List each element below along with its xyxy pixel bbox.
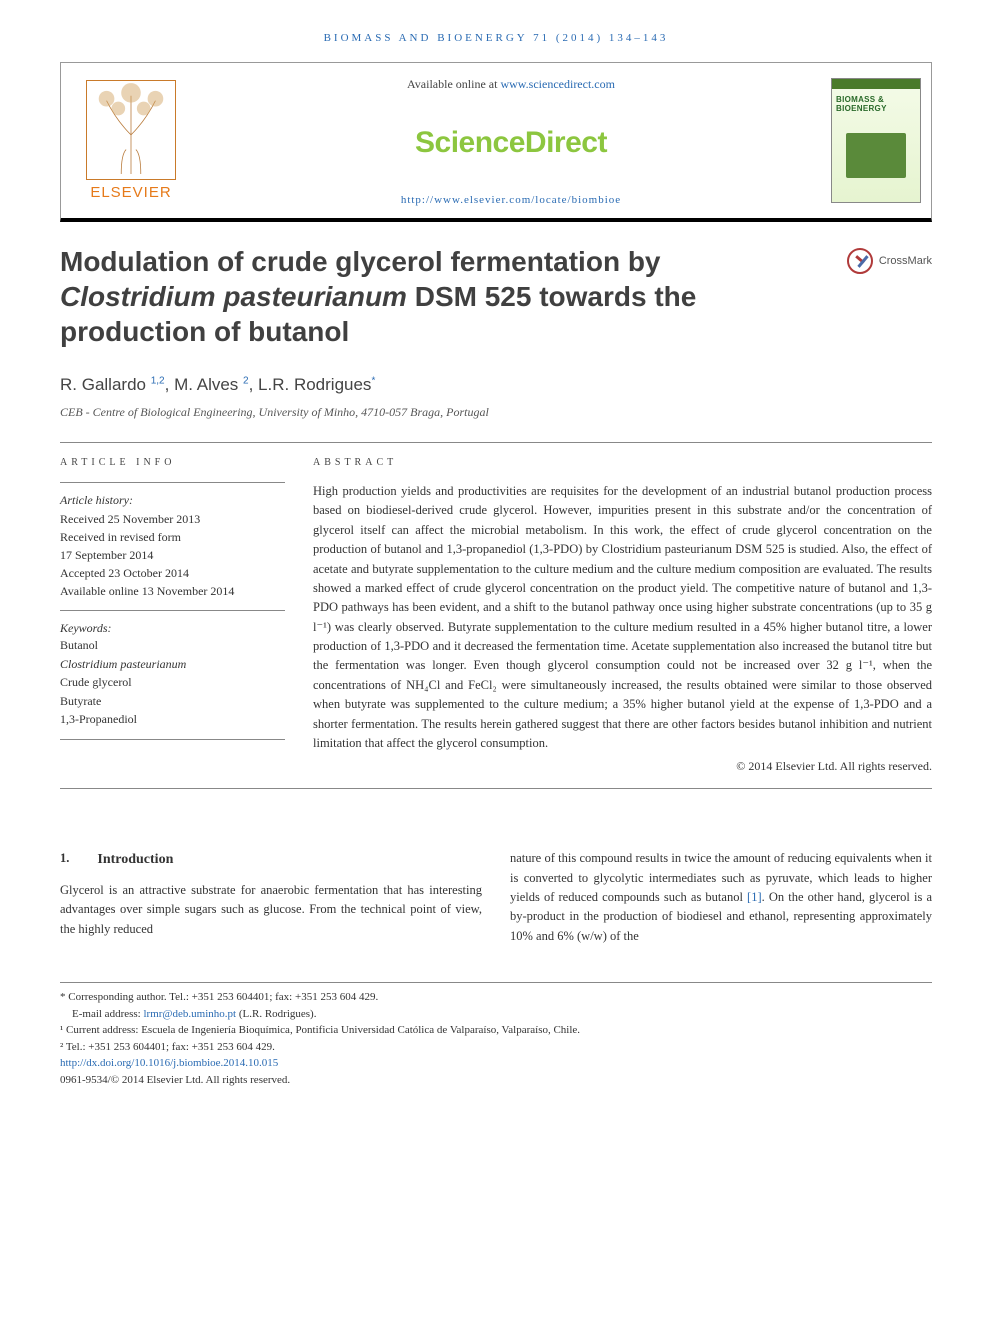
running-head-link[interactable]: BIOMASS AND BIOENERGY 71 (2014) 134–143 — [324, 32, 669, 44]
keywords-head: Keywords: — [60, 621, 285, 636]
section-heading: 1. Introduction — [60, 849, 482, 871]
running-head: BIOMASS AND BIOENERGY 71 (2014) 134–143 — [60, 32, 932, 44]
affiliation: CEB - Centre of Biological Engineering, … — [60, 405, 932, 420]
email-who: (L.R. Rodrigues). — [236, 1008, 316, 1020]
history-received: Received 25 November 2013 — [60, 510, 285, 528]
keyword-3: Butyrate — [60, 692, 285, 711]
divider-top — [60, 442, 932, 443]
keyword-0: Butanol — [60, 636, 285, 655]
available-online: Available online at www.sciencedirect.co… — [407, 77, 615, 92]
author-2: M. Alves — [174, 375, 243, 394]
elsevier-tree-icon — [86, 80, 176, 180]
crossmark-label: CrossMark — [879, 255, 932, 267]
history-revised-2: 17 September 2014 — [60, 546, 285, 564]
elsevier-logo[interactable]: ELSEVIER — [61, 63, 201, 218]
divider-bottom — [60, 788, 932, 789]
doi-link[interactable]: http://dx.doi.org/10.1016/j.biombioe.201… — [60, 1057, 278, 1069]
author-3: L.R. Rodrigues — [258, 375, 371, 394]
issn-line: 0961-9534/© 2014 Elsevier Ltd. All right… — [60, 1072, 932, 1089]
author-1-affil[interactable]: 1,2 — [151, 375, 165, 386]
page: BIOMASS AND BIOENERGY 71 (2014) 134–143 — [0, 0, 992, 1118]
history-head: Article history: — [60, 493, 285, 508]
elsevier-wordmark: ELSEVIER — [90, 184, 171, 201]
article-info-label: ARTICLE INFO — [60, 457, 285, 468]
footnotes: * Corresponding author. Tel.: +351 253 6… — [60, 982, 932, 1088]
crossmark-badge[interactable]: CrossMark — [847, 248, 932, 274]
intro-para-left: Glycerol is an attractive substrate for … — [60, 881, 482, 939]
info-divider-3 — [60, 739, 285, 740]
history-accepted: Accepted 23 October 2014 — [60, 564, 285, 582]
footnote-corresponding: * Corresponding author. Tel.: +351 253 6… — [60, 989, 932, 1006]
body-col-right: nature of this compound results in twice… — [510, 849, 932, 946]
info-divider-1 — [60, 482, 285, 483]
article-title: Modulation of crude glycerol fermentatio… — [60, 244, 760, 349]
footnote-corr-text: * Corresponding author. Tel.: +351 253 6… — [60, 991, 378, 1003]
sciencedirect-brand: ScienceDirect — [415, 126, 607, 160]
author-3-corr[interactable]: * — [371, 375, 375, 386]
cover-title: BIOMASS & BIOENERGY — [836, 95, 916, 113]
body-columns: 1. Introduction Glycerol is an attractiv… — [60, 849, 932, 946]
section-title: Introduction — [97, 849, 173, 871]
footnote-1: ¹ Current address: Escuela de Ingeniería… — [60, 1022, 932, 1039]
journal-homepage: http://www.elsevier.com/locate/biombioe — [401, 194, 621, 206]
intro-para-right: nature of this compound results in twice… — [510, 849, 932, 946]
ref-1-link[interactable]: [1] — [747, 890, 762, 904]
authors-line: R. Gallardo 1,2, M. Alves 2, L.R. Rodrig… — [60, 375, 932, 395]
keyword-4: 1,3-Propanediol — [60, 710, 285, 729]
author-sep-1: , — [165, 375, 174, 394]
available-text: Available online at — [407, 77, 500, 91]
abstract-label: ABSTRACT — [313, 457, 932, 468]
keyword-1: Clostridium pasteurianum — [60, 657, 186, 671]
abstract-text: High production yields and productivitie… — [313, 482, 932, 753]
title-block: CrossMark Modulation of crude glycerol f… — [60, 244, 932, 349]
sciencedirect-link[interactable]: www.sciencedirect.com — [500, 77, 615, 91]
article-info-column: ARTICLE INFO Article history: Received 2… — [60, 457, 285, 774]
history-revised-1: Received in revised form — [60, 528, 285, 546]
running-journal: BIOMASS AND BIOENERGY — [324, 32, 528, 44]
homepage-url[interactable]: http://www.elsevier.com/locate/biombioe — [401, 194, 621, 206]
journal-cover[interactable]: BIOMASS & BIOENERGY — [821, 63, 931, 218]
cover-thumbnail: BIOMASS & BIOENERGY — [831, 78, 921, 203]
copyright-line: © 2014 Elsevier Ltd. All rights reserved… — [313, 759, 932, 774]
abstract-column: ABSTRACT High production yields and prod… — [313, 457, 932, 774]
footnote-2: ² Tel.: +351 253 604401; fax: +351 253 6… — [60, 1039, 932, 1056]
title-p1: Modulation of crude glycerol fermentatio… — [60, 246, 661, 277]
author-sep-2: , — [249, 375, 258, 394]
footnote-email-line: E-mail address: lrmr@deb.uminho.pt (L.R.… — [60, 1006, 932, 1023]
history-online: Available online 13 November 2014 — [60, 582, 285, 600]
info-divider-2 — [60, 610, 285, 611]
email-label: E-mail address: — [72, 1008, 143, 1020]
section-number: 1. — [60, 849, 69, 871]
info-abstract-row: ARTICLE INFO Article history: Received 2… — [60, 457, 932, 774]
cover-image — [846, 133, 906, 178]
crossmark-icon — [847, 248, 873, 274]
keyword-2: Crude glycerol — [60, 673, 285, 692]
keywords-list: Butanol Clostridium pasteurianum Crude g… — [60, 636, 285, 729]
title-species: Clostridium pasteurianum — [60, 281, 407, 312]
running-citation: 71 (2014) 134–143 — [533, 32, 668, 44]
header-center: Available online at www.sciencedirect.co… — [201, 63, 821, 218]
author-1: R. Gallardo — [60, 375, 151, 394]
publisher-header: ELSEVIER Available online at www.science… — [60, 62, 932, 222]
body-col-left: 1. Introduction Glycerol is an attractiv… — [60, 849, 482, 946]
email-link[interactable]: lrmr@deb.uminho.pt — [143, 1008, 236, 1020]
cover-strip — [832, 79, 920, 89]
